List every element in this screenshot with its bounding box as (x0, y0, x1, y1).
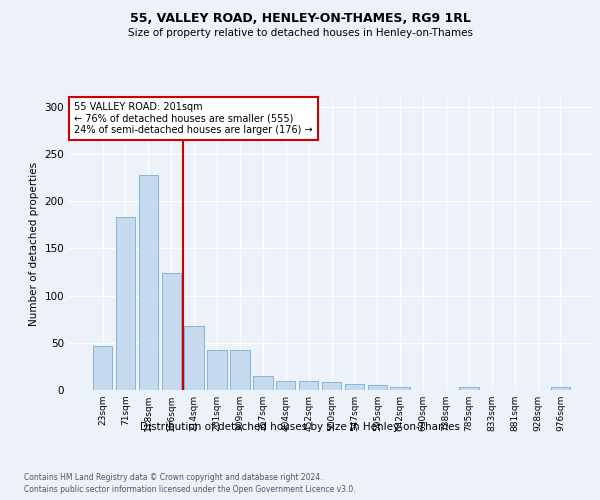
Y-axis label: Number of detached properties: Number of detached properties (29, 162, 39, 326)
Bar (276, 380, 295, 390)
Text: 55 VALLEY ROAD: 201sqm
← 76% of detached houses are smaller (555)
24% of semi-de: 55 VALLEY ROAD: 201sqm ← 76% of detached… (74, 102, 313, 135)
Bar (344, 384, 364, 390)
Text: Contains public sector information licensed under the Open Government Licence v3: Contains public sector information licen… (24, 485, 356, 494)
Bar (116, 218, 135, 390)
Bar (391, 387, 410, 390)
Bar (230, 350, 250, 390)
Text: Distribution of detached houses by size in Henley-on-Thames: Distribution of detached houses by size … (140, 422, 460, 432)
Text: Contains HM Land Registry data © Crown copyright and database right 2024.: Contains HM Land Registry data © Crown c… (24, 472, 323, 482)
Bar (368, 386, 387, 390)
Bar (253, 376, 272, 390)
Bar (322, 382, 341, 390)
Bar (551, 387, 570, 390)
Text: 55, VALLEY ROAD, HENLEY-ON-THAMES, RG9 1RL: 55, VALLEY ROAD, HENLEY-ON-THAMES, RG9 1… (130, 12, 470, 26)
Bar (184, 326, 204, 390)
Bar (139, 175, 158, 390)
Bar (459, 387, 479, 390)
Bar (93, 346, 112, 390)
Bar (161, 273, 181, 390)
Bar (208, 350, 227, 390)
Text: Size of property relative to detached houses in Henley-on-Thames: Size of property relative to detached ho… (128, 28, 473, 38)
Bar (299, 380, 319, 390)
